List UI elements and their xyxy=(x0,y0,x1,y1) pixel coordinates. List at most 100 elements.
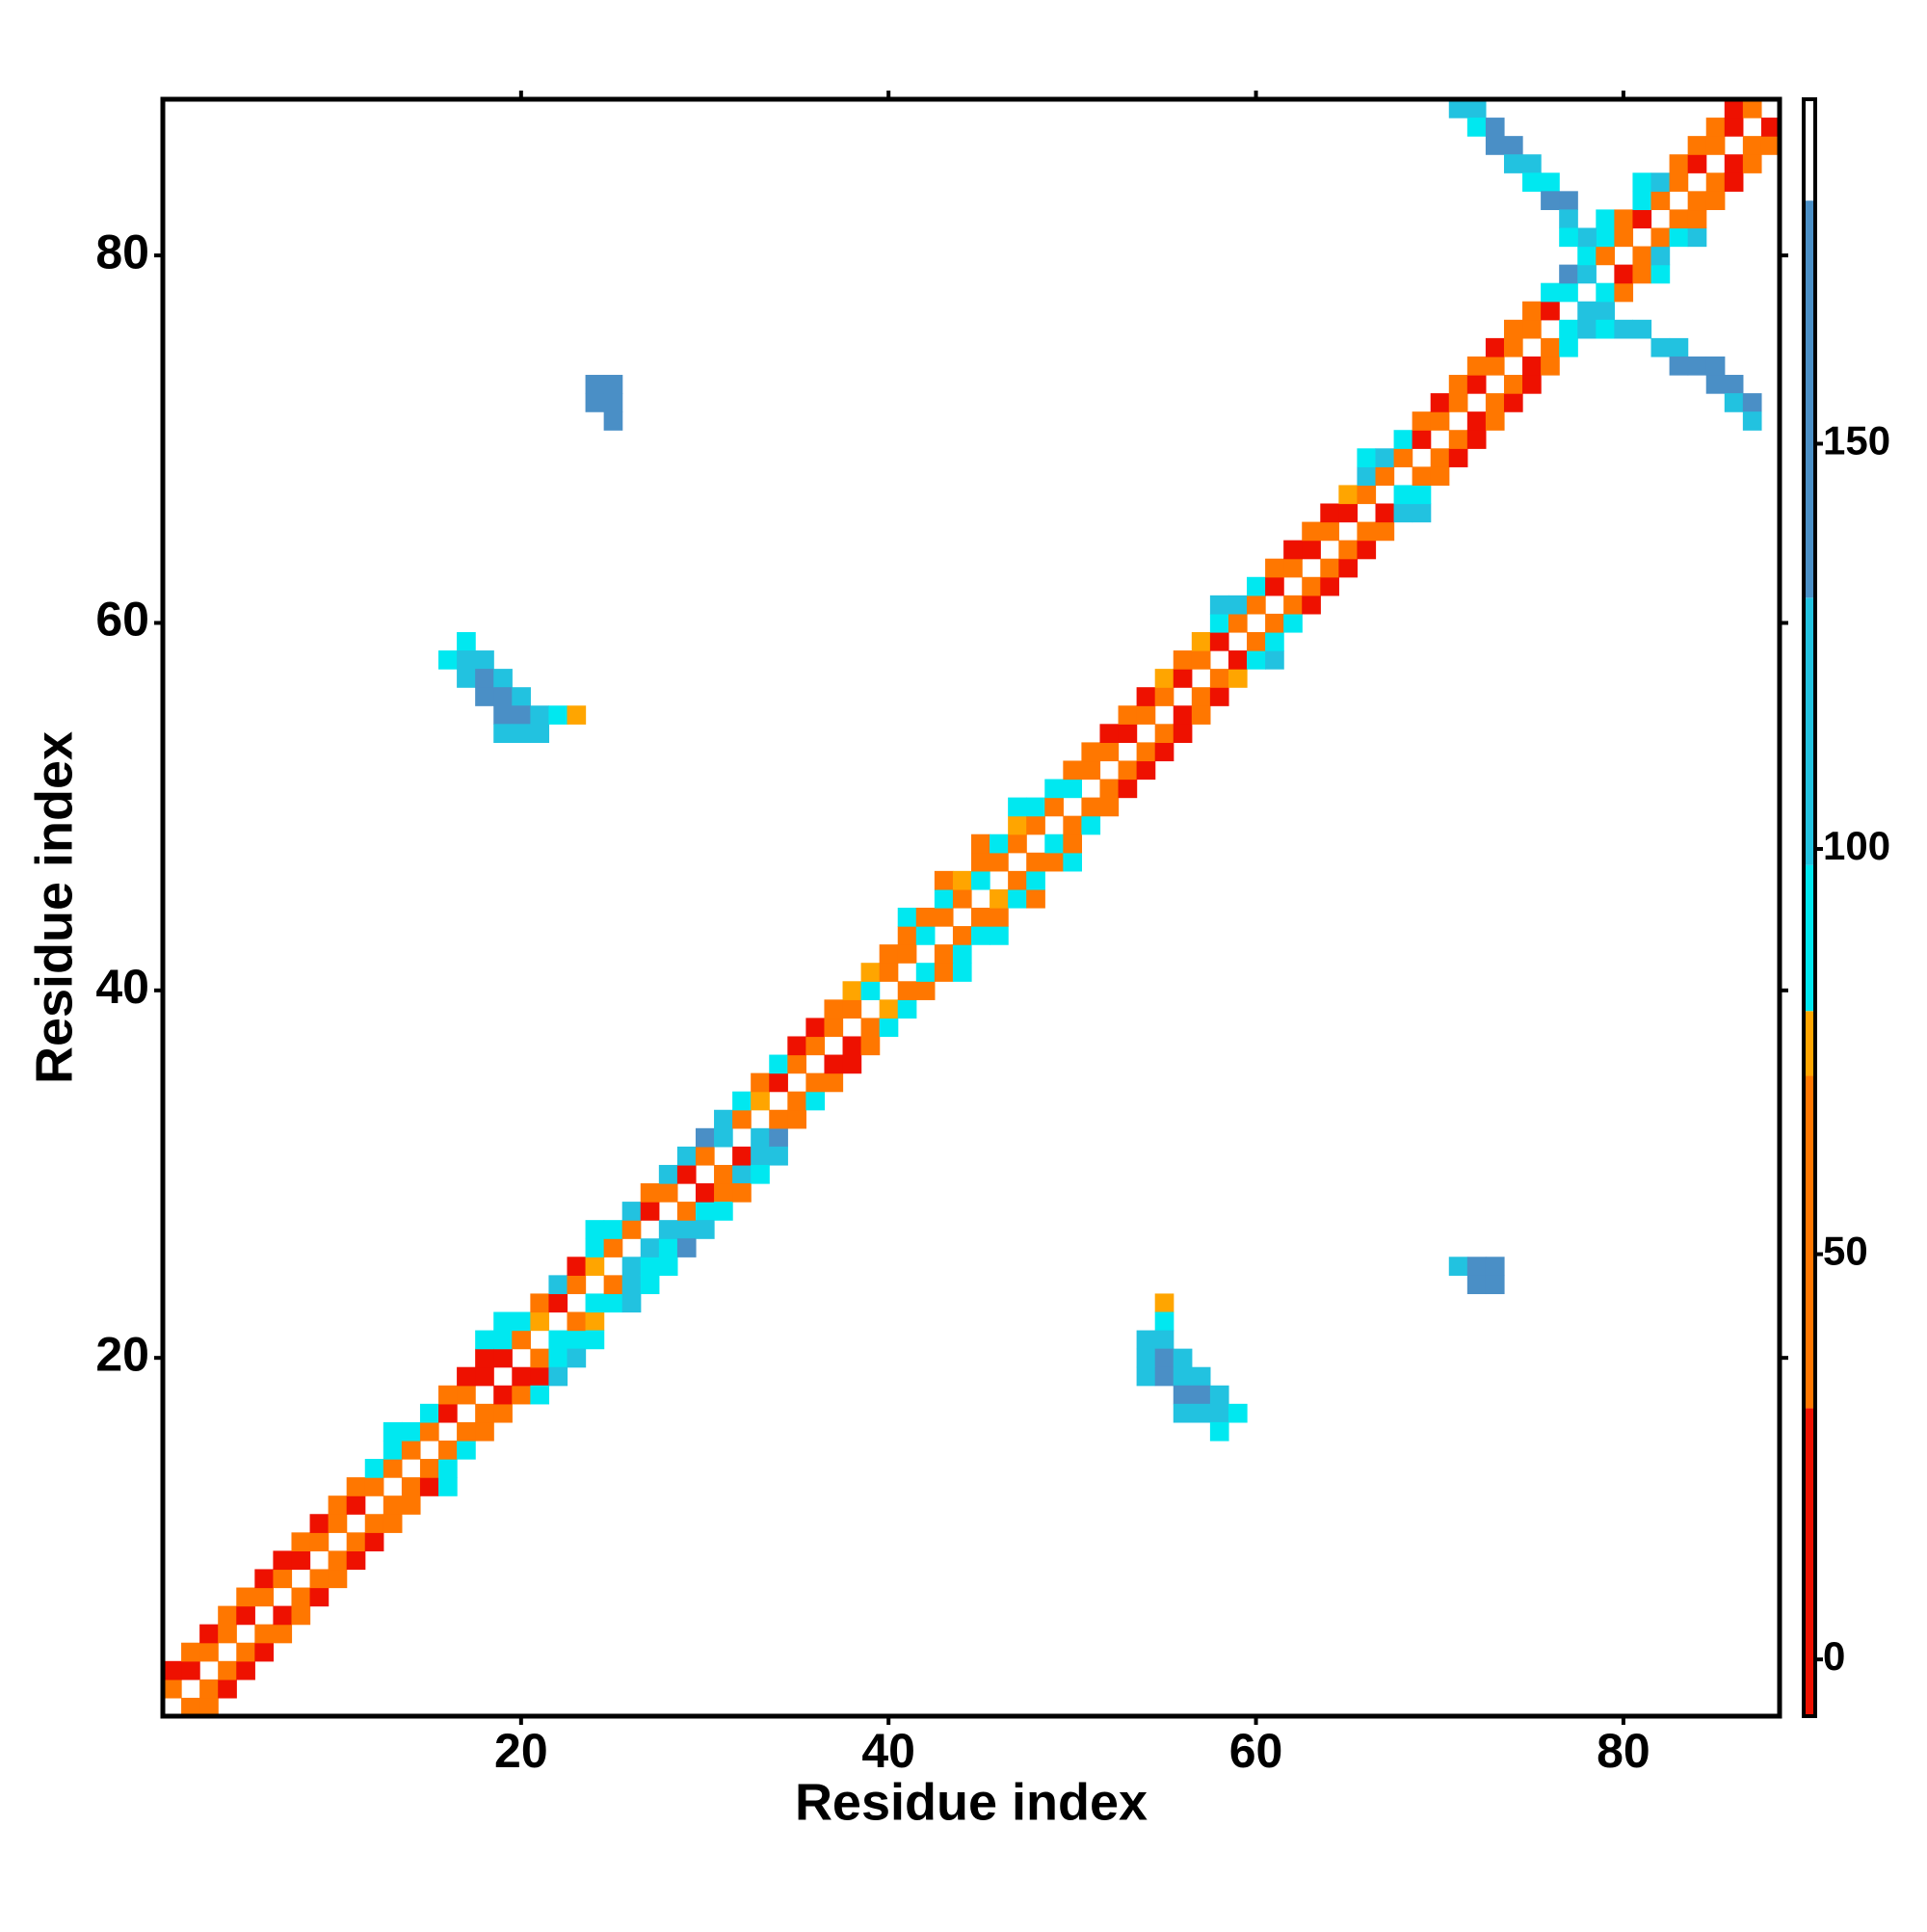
cell xyxy=(1577,264,1597,284)
cell xyxy=(1466,118,1487,137)
cell xyxy=(1466,411,1487,431)
cell xyxy=(1044,797,1064,817)
cell xyxy=(1191,1366,1211,1387)
cell xyxy=(457,631,476,651)
cell xyxy=(714,1127,733,1148)
cell xyxy=(751,1091,770,1111)
cell xyxy=(493,1403,513,1423)
cell xyxy=(1687,209,1707,229)
cell xyxy=(603,1220,623,1239)
cell xyxy=(1063,815,1083,835)
cell xyxy=(1577,246,1597,266)
cell xyxy=(1430,393,1450,412)
cell xyxy=(1724,172,1744,192)
cell xyxy=(1541,191,1560,211)
cell xyxy=(1559,319,1578,339)
cell xyxy=(1209,687,1229,706)
cell xyxy=(1559,282,1578,303)
cell xyxy=(1320,558,1339,578)
cell xyxy=(879,944,899,964)
cell xyxy=(1632,209,1652,229)
cell xyxy=(1596,227,1615,248)
cell xyxy=(1338,503,1359,523)
cell xyxy=(218,1679,237,1699)
cell xyxy=(291,1532,311,1551)
cell xyxy=(1081,815,1101,835)
cell xyxy=(1227,1403,1248,1423)
cell xyxy=(1466,430,1487,449)
cell xyxy=(1099,779,1120,799)
cell xyxy=(1742,154,1762,173)
cell xyxy=(1191,687,1211,706)
cell xyxy=(181,1697,200,1717)
cell xyxy=(1375,466,1395,487)
cell xyxy=(1485,1257,1505,1276)
cell xyxy=(1705,375,1726,394)
cell xyxy=(952,926,972,945)
cell xyxy=(1173,669,1193,688)
cell xyxy=(860,1018,881,1038)
y-tick-label: 80 xyxy=(95,225,149,278)
cell xyxy=(1596,246,1615,266)
cell xyxy=(419,1477,439,1496)
cell xyxy=(1081,760,1101,781)
cell xyxy=(254,1642,275,1662)
cell xyxy=(1705,136,1726,155)
cell xyxy=(1026,815,1045,835)
cell xyxy=(1154,687,1175,706)
cell xyxy=(1338,540,1359,560)
cell xyxy=(438,650,458,670)
cell xyxy=(1393,503,1413,523)
cell xyxy=(879,963,899,982)
cell xyxy=(438,1459,458,1478)
cell xyxy=(457,1385,476,1405)
cell xyxy=(1522,154,1542,173)
cell xyxy=(824,1054,844,1074)
cell xyxy=(1724,393,1744,412)
cell xyxy=(769,1146,788,1166)
cell xyxy=(640,1257,660,1276)
cell xyxy=(603,1293,623,1313)
colorbar-tick-label: 50 xyxy=(1823,1229,1868,1274)
cell xyxy=(952,888,972,909)
cell xyxy=(585,1311,605,1332)
colorbar-segment xyxy=(1804,864,1815,1012)
cell xyxy=(787,1036,806,1056)
cell xyxy=(1687,191,1707,211)
cell xyxy=(1357,485,1377,505)
cell xyxy=(603,1238,623,1257)
cell xyxy=(621,1293,642,1313)
cell xyxy=(1008,815,1027,835)
cell xyxy=(1466,375,1487,394)
cell xyxy=(199,1697,219,1717)
cell xyxy=(438,1477,458,1496)
cell xyxy=(567,1348,587,1368)
cell xyxy=(1632,172,1652,192)
cell xyxy=(1209,631,1229,651)
cell xyxy=(1522,172,1542,192)
cell xyxy=(714,1164,733,1184)
cell xyxy=(1559,209,1578,229)
cell xyxy=(824,1072,844,1093)
cell xyxy=(1209,1421,1229,1442)
cell xyxy=(971,852,990,872)
cell xyxy=(1503,393,1523,412)
cell xyxy=(1559,337,1578,357)
cell xyxy=(530,1311,550,1332)
cell xyxy=(1503,136,1523,155)
cell xyxy=(585,1293,605,1313)
cell xyxy=(1209,1385,1229,1405)
cell xyxy=(658,1257,678,1276)
cell xyxy=(990,926,1009,945)
cell xyxy=(1209,1403,1229,1423)
cell xyxy=(1008,888,1027,909)
cell xyxy=(1044,852,1064,872)
cell xyxy=(934,908,954,927)
cell xyxy=(732,1091,752,1111)
cell xyxy=(419,1421,439,1442)
cell xyxy=(254,1587,275,1607)
cell xyxy=(714,1109,733,1129)
cell xyxy=(1466,356,1487,376)
cell xyxy=(1596,209,1615,229)
cell xyxy=(309,1587,330,1607)
